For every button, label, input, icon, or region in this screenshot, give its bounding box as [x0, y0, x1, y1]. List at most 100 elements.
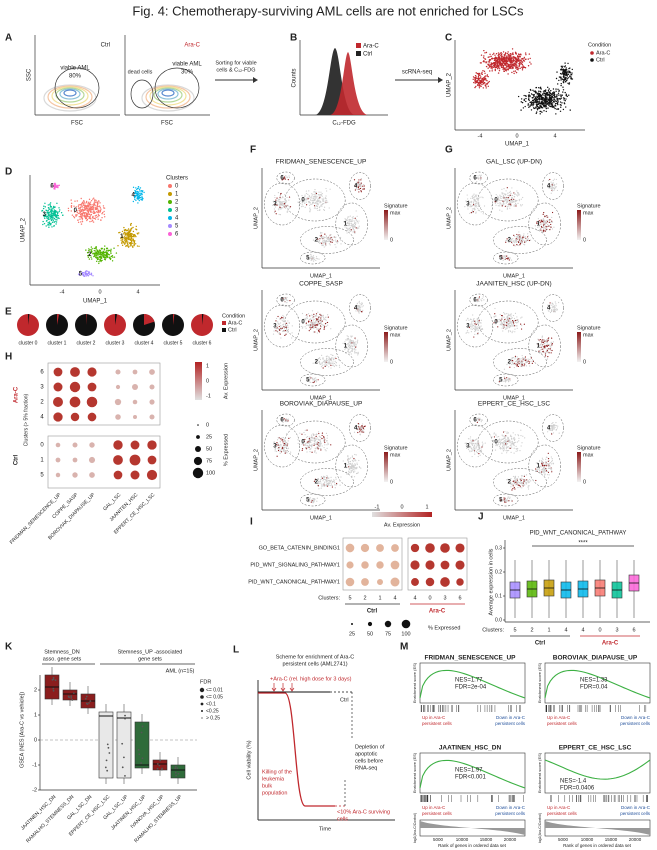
- dot: [302, 326, 304, 328]
- label: 5: [79, 272, 83, 278]
- dot: [83, 201, 85, 203]
- dot: [467, 203, 469, 205]
- dot: [512, 330, 514, 332]
- dot: [570, 73, 572, 76]
- dot: [472, 211, 474, 213]
- dot: [553, 94, 555, 96]
- dot: [505, 320, 507, 322]
- dot: [309, 197, 311, 199]
- dot: [359, 466, 361, 469]
- dot: [315, 256, 318, 258]
- dot: [553, 178, 555, 180]
- dot: [515, 205, 517, 207]
- dot: [487, 75, 489, 78]
- dot: [97, 213, 100, 216]
- dot: [501, 324, 503, 326]
- dot: [323, 208, 325, 211]
- dot: [286, 196, 288, 199]
- dot: [541, 97, 544, 99]
- dot: [513, 192, 515, 194]
- dot: [560, 95, 562, 98]
- dot: [303, 201, 305, 203]
- dot: [506, 197, 508, 199]
- dot: [561, 72, 564, 74]
- label: 5: [306, 256, 310, 262]
- dot: [123, 241, 125, 243]
- dot: [358, 225, 360, 227]
- dot: [57, 214, 59, 217]
- dot: [67, 207, 70, 210]
- dot: [507, 257, 509, 259]
- dot: [355, 472, 358, 475]
- dot: [92, 205, 95, 207]
- dot: [361, 431, 363, 433]
- dot: [544, 102, 547, 104]
- dot: [318, 239, 321, 242]
- dot: [319, 444, 322, 446]
- dot: [99, 207, 101, 209]
- dot: [514, 64, 516, 66]
- dot: [309, 448, 311, 450]
- dot: [551, 344, 553, 346]
- dot: [328, 236, 330, 238]
- dot: [531, 96, 534, 99]
- dot: [79, 213, 82, 216]
- dot: [509, 207, 511, 209]
- label: 0: [74, 208, 78, 214]
- dot: [330, 241, 332, 243]
- dot: [324, 233, 326, 235]
- dot: [551, 188, 553, 190]
- label: viable AML: [172, 62, 202, 68]
- label: 6: [175, 232, 179, 238]
- dot: [561, 94, 563, 96]
- dot: [314, 451, 316, 453]
- dot: [334, 244, 336, 246]
- dot: [348, 225, 350, 227]
- dot: [518, 236, 520, 238]
- dot: [315, 434, 317, 436]
- dot: [484, 82, 486, 84]
- dot: [514, 328, 516, 330]
- dot: [345, 347, 347, 349]
- dot: [74, 200, 76, 202]
- dot: [307, 258, 310, 261]
- dot: [494, 201, 496, 203]
- label: GAL_LSC (UP-DN): [486, 159, 542, 166]
- dot: [53, 209, 56, 211]
- dot: [78, 210, 81, 212]
- dot: [132, 230, 135, 233]
- dot: [311, 381, 313, 384]
- dot: [279, 318, 281, 321]
- dot: [312, 331, 315, 333]
- dot: [326, 435, 329, 437]
- dot: [500, 66, 503, 68]
- dot: [486, 74, 489, 76]
- dot: [527, 239, 529, 241]
- dot: [274, 448, 276, 450]
- dot: [358, 300, 360, 302]
- dot: [275, 330, 277, 332]
- dot: [308, 446, 310, 448]
- dot: [333, 479, 335, 481]
- dot: [347, 344, 349, 346]
- dot: [312, 320, 314, 322]
- dot: [325, 364, 327, 366]
- dot: [354, 425, 357, 428]
- label: 0: [494, 198, 498, 204]
- dot: [351, 462, 353, 464]
- dot: [297, 201, 299, 203]
- dot: [469, 212, 471, 215]
- dot: [556, 99, 559, 101]
- dot: [309, 376, 312, 378]
- dot: [55, 221, 58, 223]
- dot: [288, 175, 290, 177]
- dot: [515, 322, 518, 324]
- dot: [485, 87, 487, 89]
- dot: [332, 364, 334, 366]
- dot: [276, 439, 279, 441]
- dot: [514, 62, 516, 65]
- dot: [494, 56, 497, 58]
- dot: [544, 230, 546, 232]
- dot: [331, 237, 333, 239]
- dot: [310, 256, 313, 258]
